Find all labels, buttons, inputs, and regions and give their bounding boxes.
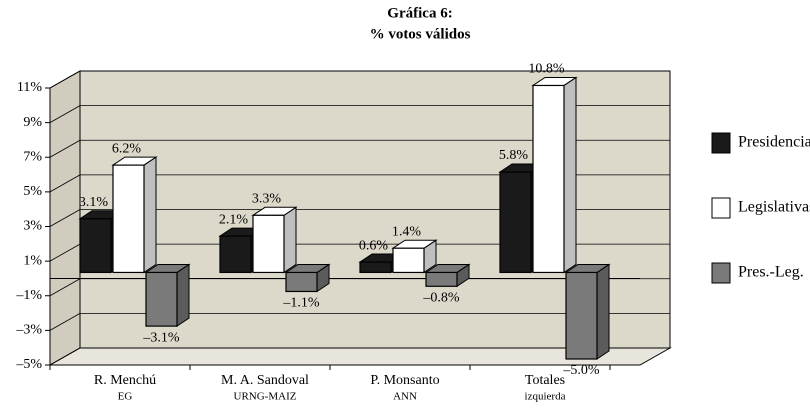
value-label: –1.1% [282, 296, 320, 311]
value-label: –5.0% [562, 363, 600, 378]
bar-side-shade [564, 77, 576, 273]
bar [359, 261, 392, 274]
y-tick-label: 5% [23, 184, 42, 199]
grid-line [49, 70, 81, 89]
bar [565, 271, 598, 360]
bar-side-shade [457, 264, 469, 287]
value-label: –0.8% [422, 291, 460, 306]
bar [219, 235, 252, 274]
grid-line [49, 174, 81, 193]
grid-line [49, 347, 81, 366]
y-tick-label: –3% [15, 323, 42, 338]
bar-side-shade [144, 157, 156, 273]
bar [392, 247, 425, 274]
value-label: 2.1% [219, 212, 249, 227]
x-tick-label: URNG-MAIZ [234, 391, 297, 403]
bar [252, 214, 285, 274]
x-tick-label: Totales [525, 373, 565, 388]
bar-side-shade [177, 264, 189, 327]
legend-label: Presidenciales [738, 134, 810, 151]
grid-line [49, 209, 81, 227]
y-tick-label: 11% [17, 80, 42, 95]
legend-label: Legislativas [738, 199, 810, 216]
y-tick-label: 1% [23, 253, 42, 268]
x-tick-label: M. A. Sandoval [221, 373, 309, 388]
chart-subtitle: % votos válidos [370, 26, 471, 42]
y-tick-label: –1% [15, 288, 42, 303]
value-label: 1.4% [392, 224, 422, 239]
y-tick-label: 9% [23, 115, 42, 130]
x-tick-label: P. Monsanto [370, 373, 439, 388]
bar [425, 271, 458, 287]
y-tick-label: 3% [23, 219, 42, 234]
value-label: 10.8% [528, 62, 565, 77]
legend-label: Pres.-Leg. [738, 264, 804, 281]
y-tick-label: 7% [23, 149, 42, 164]
bar-side-shade [284, 207, 296, 273]
legend-swatch [711, 132, 731, 154]
legend-swatch [711, 197, 731, 219]
bar [112, 164, 145, 274]
chart-title: Gráfica 6: [387, 5, 452, 21]
value-label: –3.1% [142, 330, 180, 345]
grid-line [49, 105, 81, 123]
x-tick-label: R. Menchú [94, 373, 156, 388]
value-label: 3.1% [79, 195, 109, 210]
bar [79, 218, 112, 274]
grid-line [49, 139, 81, 158]
x-tick-label: EG [118, 391, 133, 403]
value-label: 0.6% [359, 238, 389, 253]
y-tick-label: –5% [15, 357, 42, 372]
bar-side-shade [317, 264, 329, 292]
grid-line [49, 313, 81, 331]
bar [499, 171, 532, 274]
value-label: 5.8% [499, 148, 529, 163]
bar [145, 271, 178, 327]
value-label: 3.3% [252, 192, 282, 207]
x-tick-label: ANN [393, 391, 417, 403]
grid-line [49, 278, 81, 297]
legend-swatch [711, 262, 731, 284]
bar [532, 84, 565, 274]
value-label: 6.2% [112, 141, 142, 156]
bar-side-shade [424, 240, 436, 273]
grid-line [49, 243, 81, 262]
x-tick-label: izquierda [525, 391, 566, 403]
bar [285, 271, 318, 293]
bar-side-shade [597, 264, 609, 359]
